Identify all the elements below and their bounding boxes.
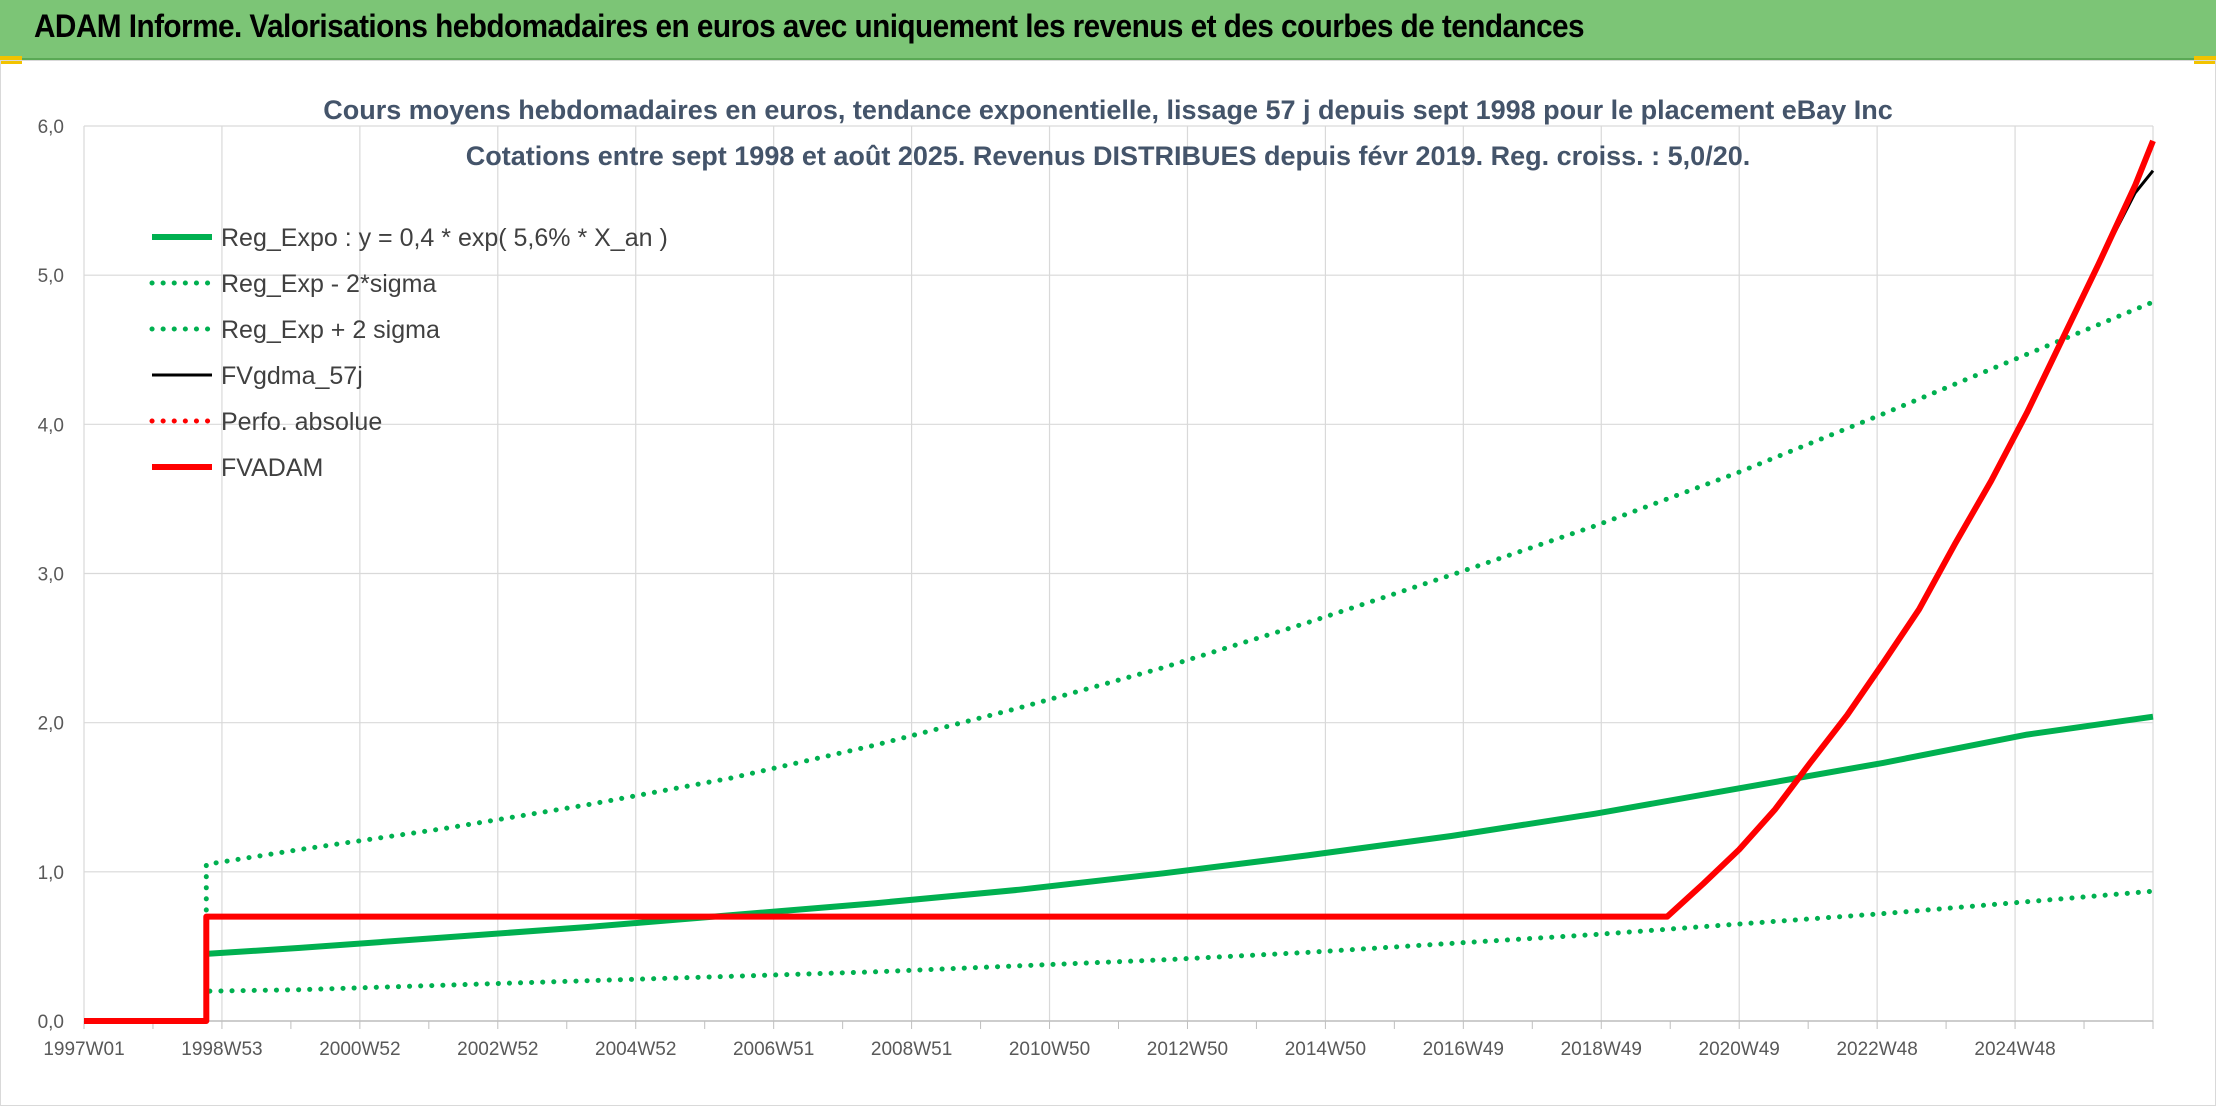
legend-label: Reg_Exp - 2*sigma <box>221 270 436 298</box>
legend-label: Reg_Exp + 2 sigma <box>221 316 440 344</box>
x-tick-label: 2014W50 <box>1285 1039 1366 1060</box>
y-tick-label: 1,0 <box>38 863 64 884</box>
legend: Reg_Expo : y = 0,4 * exp( 5,6% * X_an ) R… <box>149 224 668 482</box>
y-tick-label: 5,0 <box>38 266 64 287</box>
legend-label: FVADAM <box>221 454 323 482</box>
x-tick-label: 2008W51 <box>871 1039 952 1060</box>
y-axis-ticks: 0,0 1,0 2,0 3,0 4,0 5,0 6,0 <box>38 117 64 1033</box>
x-tick-label: 1998W53 <box>181 1039 262 1060</box>
x-tick-label: 2020W49 <box>1699 1039 1780 1060</box>
x-tick-label: 2024W48 <box>1974 1039 2055 1060</box>
x-tick-label: 2010W50 <box>1009 1039 1090 1060</box>
y-tick-label: 2,0 <box>38 714 64 735</box>
legend-label: Reg_Expo : y = 0,4 * exp( 5,6% * X_an ) <box>221 224 668 252</box>
x-tick-label: 2016W49 <box>1423 1039 1504 1060</box>
report-title: ADAM Informe. Valorisations hebdomadaire… <box>34 8 1585 44</box>
series-line-reg-exp-2-sigma <box>203 299 2156 1024</box>
x-tick-label: 1997W01 <box>43 1039 124 1060</box>
x-tick-label: 2006W51 <box>733 1039 814 1060</box>
chart-title-line-1: Cours moyens hebdomadaires en euros, ten… <box>323 95 1893 125</box>
x-axis-ticks: 1997W01 1998W53 2000W52 2002W52 2004W52 2006W… <box>43 1021 2154 1060</box>
series-line-reg-expo-y-0-4-exp-5-6-x-an <box>206 713 2154 957</box>
series-line-fvadam <box>84 139 2156 1024</box>
x-tick-label: 2004W52 <box>595 1039 676 1060</box>
x-tick-label: 2022W48 <box>1836 1039 1917 1060</box>
x-tick-label: 2012W50 <box>1147 1039 1228 1060</box>
x-tick-label: 2000W52 <box>319 1039 400 1060</box>
report-header: ADAM Informe. Valorisations hebdomadaire… <box>0 0 2216 60</box>
y-tick-label: 3,0 <box>38 565 64 586</box>
legend-label: Perfo. absolue <box>221 408 382 436</box>
y-tick-label: 4,0 <box>38 415 64 436</box>
series-group <box>84 139 2156 1024</box>
chart-title-line-2: Cotations entre sept 1998 et août 2025. … <box>466 141 1750 171</box>
legend-label: FVgdma_57j <box>221 362 363 390</box>
y-tick-label: 0,0 <box>38 1012 64 1033</box>
y-tick-label: 6,0 <box>38 117 64 138</box>
x-tick-label: 2002W52 <box>457 1039 538 1060</box>
x-tick-label: 2018W49 <box>1561 1039 1642 1060</box>
series-line-fvgdma-57j <box>84 169 2155 1023</box>
grid <box>83 125 2154 1022</box>
